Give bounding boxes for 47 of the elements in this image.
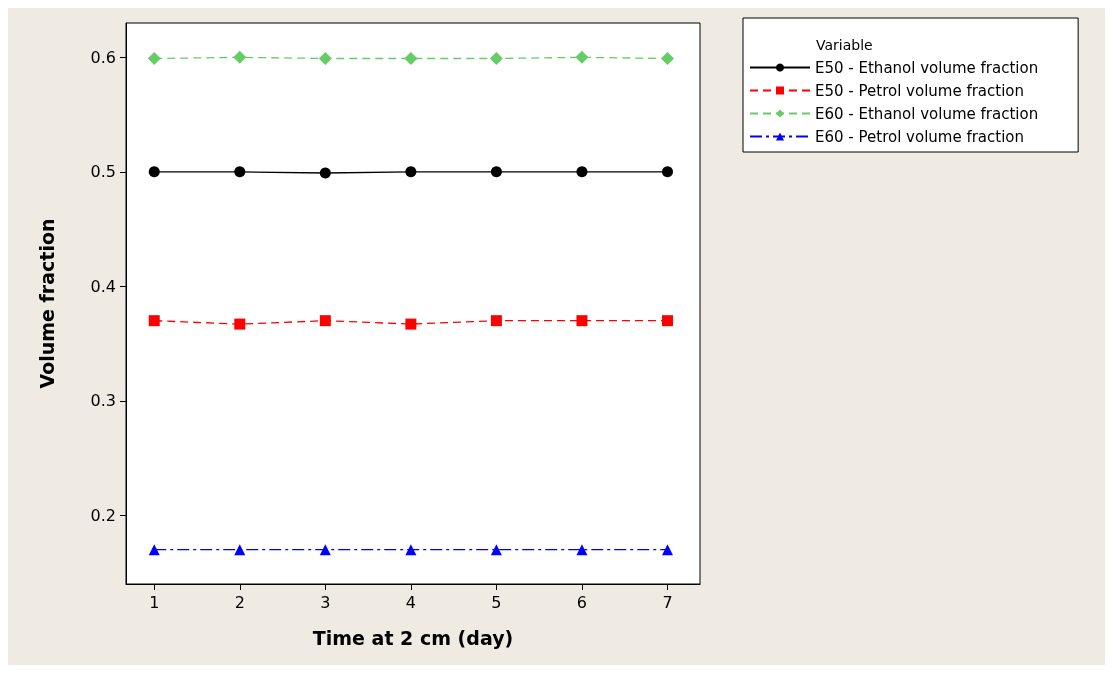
point bbox=[148, 544, 160, 556]
x-tick-label: 2 bbox=[234, 592, 245, 612]
x-tick-label: 6 bbox=[576, 592, 588, 612]
point bbox=[405, 166, 417, 178]
point bbox=[405, 544, 417, 556]
legend-label: E50 - Petrol volume fraction bbox=[815, 81, 1025, 100]
point bbox=[575, 50, 589, 64]
x-tick-label: 1 bbox=[149, 592, 160, 612]
y-tick-label: 0.6 bbox=[90, 47, 116, 67]
point bbox=[319, 544, 331, 556]
point bbox=[234, 166, 246, 178]
point bbox=[490, 166, 502, 178]
point bbox=[404, 51, 418, 65]
point bbox=[576, 166, 588, 178]
point bbox=[405, 318, 417, 330]
x-tick-label: 3 bbox=[320, 592, 331, 612]
point bbox=[148, 315, 160, 327]
legend-label: E60 - Ethanol volume fraction bbox=[815, 104, 1039, 123]
point bbox=[662, 166, 673, 178]
legend-label: E50 - Ethanol volume fraction bbox=[815, 58, 1039, 77]
point bbox=[576, 315, 588, 327]
x-tick-label: 7 bbox=[662, 592, 673, 612]
y-tick-label: 0.5 bbox=[90, 162, 116, 182]
x-tick-label: 5 bbox=[491, 592, 502, 612]
x-axis-title: Time at 2 cm (day) bbox=[312, 626, 514, 649]
point bbox=[661, 544, 673, 556]
point bbox=[318, 51, 332, 65]
point bbox=[233, 50, 247, 64]
legend-label: E60 - Petrol volume fraction bbox=[815, 127, 1025, 146]
point bbox=[234, 318, 246, 330]
point bbox=[319, 315, 331, 327]
x-tick-label: 4 bbox=[405, 592, 416, 612]
point bbox=[234, 544, 246, 556]
point bbox=[148, 166, 160, 178]
point bbox=[490, 315, 502, 327]
point bbox=[147, 51, 161, 65]
y-tick-label: 0.2 bbox=[90, 505, 116, 525]
point bbox=[660, 51, 674, 65]
point bbox=[489, 51, 503, 65]
point bbox=[490, 544, 502, 556]
point bbox=[576, 544, 588, 556]
legend-title: Variable bbox=[816, 37, 873, 53]
point bbox=[319, 167, 331, 179]
y-axis-title: Volume fraction bbox=[35, 218, 58, 389]
y-tick-label: 0.3 bbox=[90, 391, 116, 411]
point bbox=[661, 315, 673, 327]
y-tick-label: 0.4 bbox=[90, 276, 116, 296]
